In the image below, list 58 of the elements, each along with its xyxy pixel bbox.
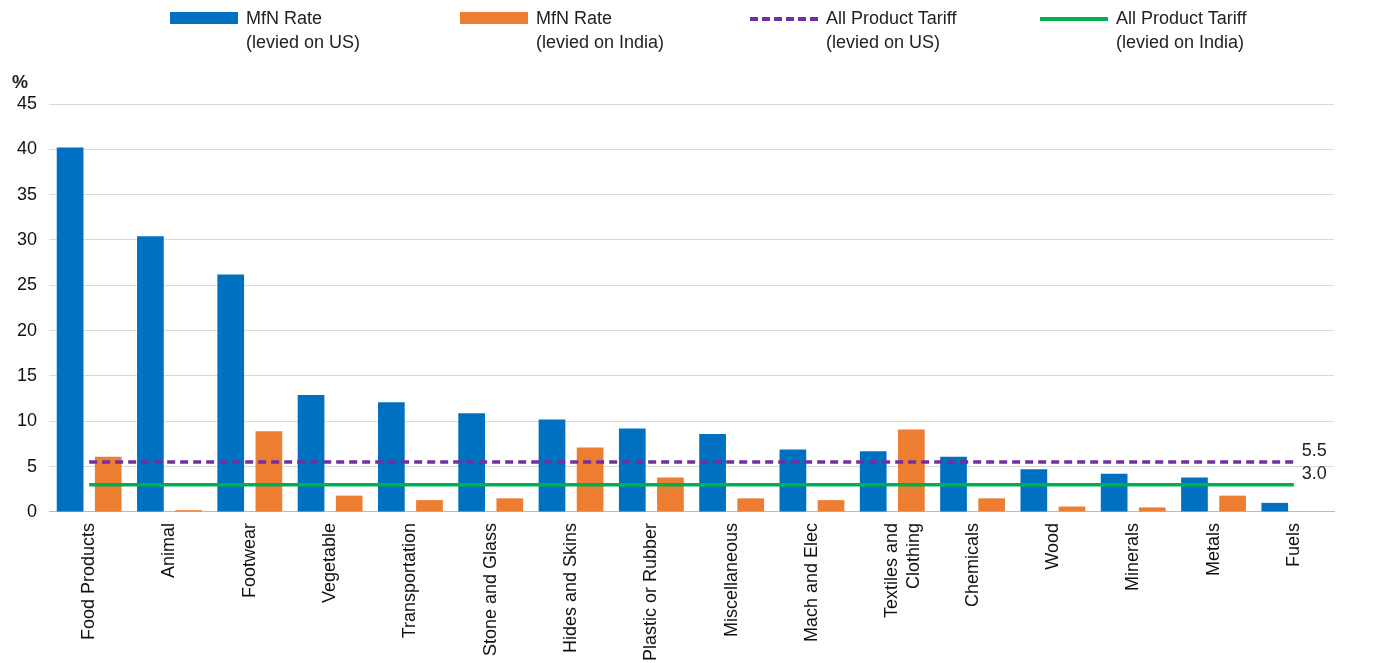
data-label: 3.0 [1301, 462, 1327, 483]
y-tick-label: 0 [27, 500, 38, 521]
y-tick-label: 40 [16, 138, 38, 159]
x-tick-label: Miscellaneous [720, 522, 741, 637]
x-tick-label: Animal [158, 522, 179, 578]
bar [335, 495, 363, 512]
bar [496, 498, 524, 512]
legend-label: MfN Rate (levied on India) [536, 7, 665, 54]
bar [618, 428, 646, 512]
legend-label: All Product Tariff (levied on India) [1116, 7, 1247, 54]
x-tick-label: Chemicals [961, 522, 982, 607]
bar [416, 500, 443, 512]
bar [1219, 495, 1246, 512]
bar [255, 431, 283, 512]
x-tick-label: Hides and Skins [560, 522, 581, 654]
y-tick-label: 45 [16, 92, 38, 113]
x-tick-label: Vegetable [319, 522, 340, 604]
y-tick-label: 5 [27, 455, 38, 476]
x-tick-label: Textiles and Clothing [881, 522, 923, 618]
y-tick-label: 35 [16, 183, 38, 204]
bar [297, 395, 325, 512]
x-tick-label: Transportation [399, 522, 420, 639]
legend-label: MfN Rate (levied on US) [246, 7, 361, 54]
bar [458, 413, 486, 512]
bar [1261, 502, 1289, 512]
bar [56, 147, 84, 512]
bar [859, 451, 887, 512]
x-tick-label: Minerals [1122, 522, 1143, 591]
y-tick-label: 15 [16, 364, 38, 385]
bar [978, 498, 1006, 512]
y-tick-label: 10 [16, 410, 38, 431]
y-tick-label: 30 [16, 228, 38, 249]
x-tick-label: Plastic or Rubber [640, 522, 661, 661]
bar [1020, 469, 1048, 512]
bar [217, 274, 245, 512]
legend-label: All Product Tariff (levied on US) [826, 7, 957, 54]
bar [1181, 477, 1208, 512]
bar [538, 419, 566, 512]
x-tick-label: Wood [1041, 522, 1062, 570]
data-label: 5.5 [1301, 440, 1327, 461]
y-axis-title: % [12, 71, 29, 92]
bar [817, 500, 845, 512]
x-tick-label: Mach and Elec [800, 522, 821, 643]
x-tick-label: Food Products [78, 522, 99, 640]
x-tick-label: Footwear [238, 522, 259, 598]
bar [1138, 507, 1166, 512]
x-tick-label: Fuels [1282, 522, 1303, 567]
bar [898, 429, 925, 512]
bar [657, 477, 684, 512]
bar [1100, 473, 1128, 512]
x-tick-label: Stone and Glass [479, 522, 500, 657]
bar [378, 402, 405, 512]
bar [699, 433, 726, 512]
bar [137, 236, 164, 512]
y-tick-label: 20 [16, 319, 38, 340]
y-tick-label: 25 [16, 274, 38, 295]
bar [737, 498, 765, 512]
x-tick-label: Metals [1202, 522, 1223, 576]
